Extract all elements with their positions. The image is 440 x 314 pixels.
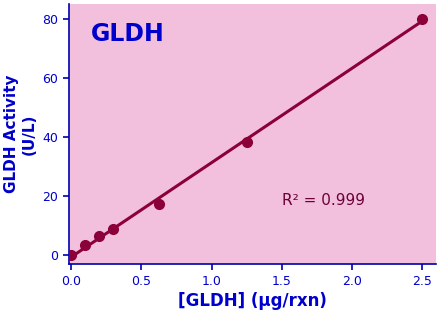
Text: R² = 0.999: R² = 0.999 [282, 193, 365, 208]
Point [82, 242, 89, 247]
Text: GLDH: GLDH [91, 22, 164, 46]
Point [243, 139, 250, 144]
Point [110, 226, 117, 231]
Y-axis label: GLDH Activity
(U/L): GLDH Activity (U/L) [4, 75, 37, 193]
Point [68, 253, 75, 258]
Point [418, 16, 425, 21]
Point [96, 234, 103, 239]
X-axis label: [GLDH] (μg/rxn): [GLDH] (μg/rxn) [178, 292, 326, 310]
Point [155, 201, 162, 206]
